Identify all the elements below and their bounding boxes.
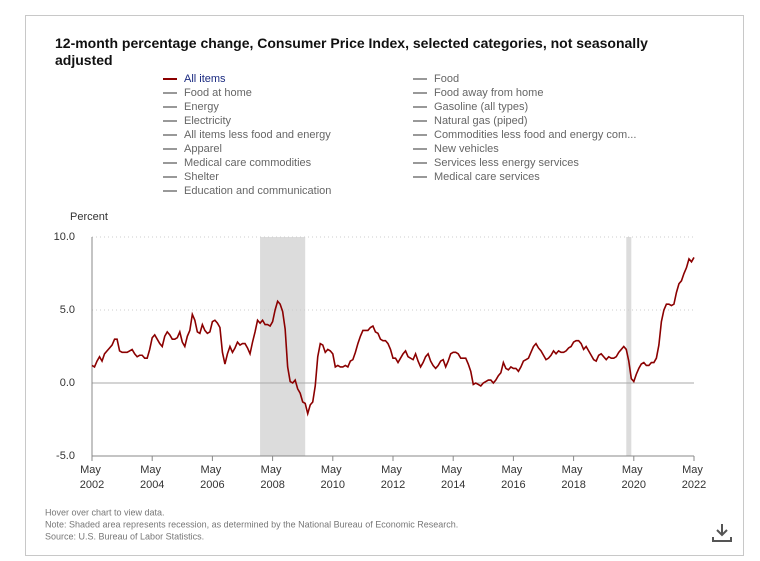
y-tick-label: 10.0 [54, 231, 75, 243]
legend-label[interactable]: Medical care services [434, 171, 540, 183]
legend-label[interactable]: Shelter [184, 171, 219, 183]
y-axis-label: Percent [70, 211, 108, 223]
footnote: Note: Shaded area represents recession, … [45, 519, 458, 529]
chart-title: 12-month percentage change, Consumer Pri… [55, 35, 648, 68]
x-tick-label: May 2020 [622, 464, 646, 491]
legend: All items Food Food at home Food away from … [163, 73, 636, 197]
series-line [91, 257, 695, 417]
x-tick-label: May 2018 [561, 464, 585, 491]
x-tick-label: May 2012 [381, 464, 405, 491]
recession-band [626, 237, 632, 456]
x-tick-label: May 2008 [260, 464, 284, 491]
x-tick-label: May 2016 [501, 464, 525, 491]
legend-label[interactable]: All items less food and energy [184, 129, 331, 141]
x-tick-label: May 2014 [441, 464, 465, 491]
legend-label[interactable]: New vehicles [434, 143, 499, 155]
legend-label[interactable]: Natural gas (piped) [434, 115, 528, 127]
footnote: Hover over chart to view data. [45, 507, 165, 517]
x-tick-label: May 2010 [321, 464, 345, 491]
legend-label[interactable]: Food away from home [434, 87, 543, 99]
y-tick-label: 5.0 [60, 304, 75, 316]
chart-frame [25, 15, 744, 556]
download-icon[interactable] [712, 524, 732, 542]
legend-label[interactable]: All items [184, 73, 226, 85]
legend-label[interactable]: Commodities less food and energy com... [434, 129, 636, 141]
legend-label[interactable]: Food at home [184, 87, 252, 99]
legend-label[interactable]: Energy [184, 101, 219, 113]
x-tick-label: May 2022 [682, 464, 706, 491]
legend-label[interactable]: Apparel [184, 143, 222, 155]
legend-label[interactable]: Services less energy services [434, 157, 579, 169]
legend-label[interactable]: Medical care commodities [184, 157, 312, 169]
x-tick-label: May 2004 [140, 464, 164, 491]
footnote: Source: U.S. Bureau of Labor Statistics. [45, 531, 204, 541]
legend-label[interactable]: Education and communication [184, 185, 331, 197]
x-tick-label: May 2002 [80, 464, 104, 491]
y-tick-label: 0.0 [60, 377, 75, 389]
legend-label[interactable]: Electricity [184, 115, 232, 127]
legend-label[interactable]: Gasoline (all types) [434, 101, 528, 113]
legend-label[interactable]: Food [434, 73, 459, 85]
y-tick-label: -5.0 [56, 450, 75, 462]
x-tick-label: May 2006 [200, 464, 224, 491]
recession-band [260, 237, 306, 456]
